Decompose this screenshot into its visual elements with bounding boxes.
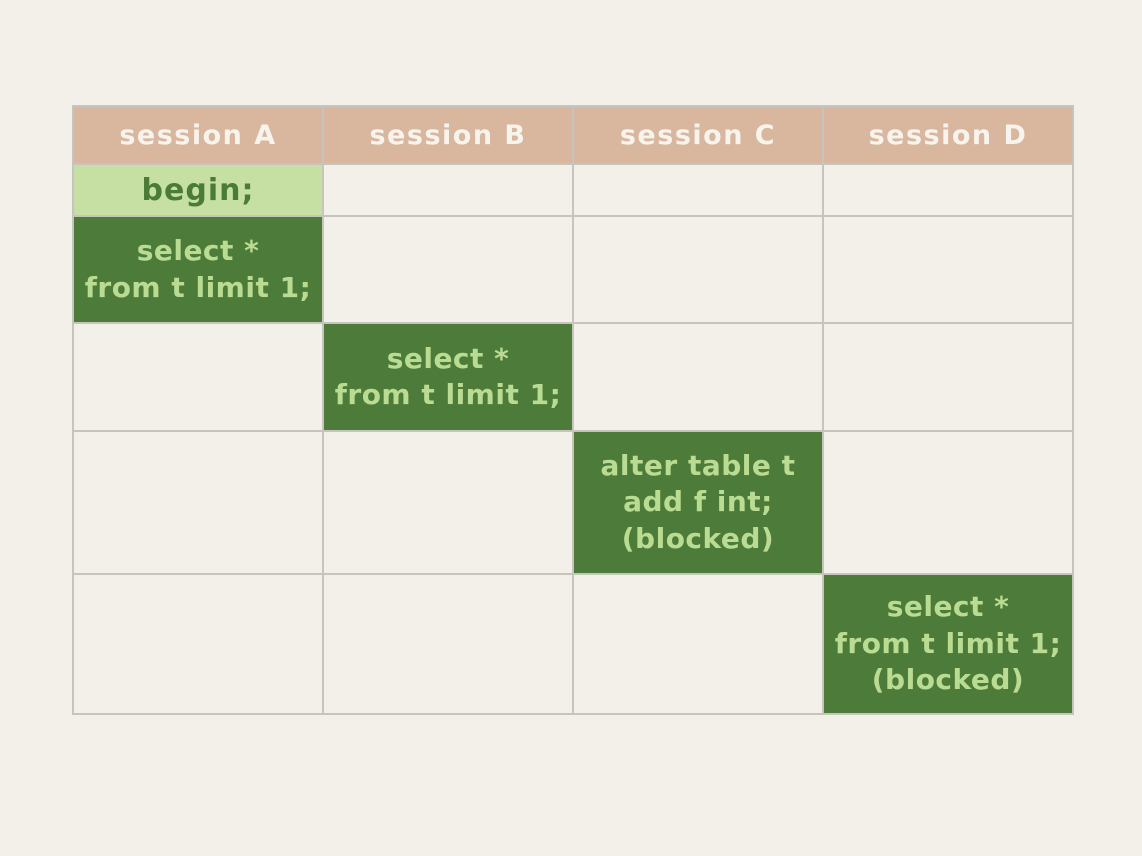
header-session-c: session C: [572, 105, 824, 165]
session-table: session A session B session C session D …: [72, 105, 1074, 715]
cell-empty: [322, 430, 574, 575]
table-row-select-d: select * from t limit 1; (blocked): [72, 573, 1074, 715]
cell-empty: [572, 573, 824, 715]
cell-empty: [572, 163, 824, 217]
cell-empty: [322, 573, 574, 715]
cell-session-b-select: select * from t limit 1;: [322, 322, 574, 432]
cell-empty: [822, 215, 1074, 324]
cell-empty: [322, 215, 574, 324]
cell-empty: [322, 163, 574, 217]
cell-empty: [822, 163, 1074, 217]
cell-empty: [72, 322, 324, 432]
cell-empty: [822, 430, 1074, 575]
header-session-a: session A: [72, 105, 324, 165]
header-session-d: session D: [822, 105, 1074, 165]
cell-session-a-begin: begin;: [72, 163, 324, 217]
cell-session-d-select-blocked: select * from t limit 1; (blocked): [822, 573, 1074, 715]
cell-session-c-alter-blocked: alter table t add f int; (blocked): [572, 430, 824, 575]
table-row-begin: begin;: [72, 163, 1074, 217]
table-row-alter-c: alter table t add f int; (blocked): [72, 430, 1074, 575]
cell-empty: [72, 430, 324, 575]
header-session-b: session B: [322, 105, 574, 165]
cell-empty: [572, 322, 824, 432]
header-row: session A session B session C session D: [72, 105, 1074, 165]
mdl-lock-diagram: session A session B session C session D …: [72, 105, 1074, 715]
cell-session-a-select: select * from t limit 1;: [72, 215, 324, 324]
cell-empty: [822, 322, 1074, 432]
cell-empty: [72, 573, 324, 715]
cell-empty: [572, 215, 824, 324]
table-row-select-a: select * from t limit 1;: [72, 215, 1074, 324]
table-row-select-b: select * from t limit 1;: [72, 322, 1074, 432]
